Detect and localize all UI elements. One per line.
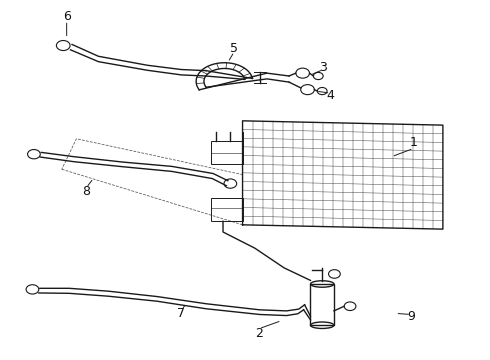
Bar xyxy=(211,140,243,164)
Text: 2: 2 xyxy=(255,327,263,340)
Bar xyxy=(311,284,334,325)
Bar xyxy=(211,198,243,221)
Text: 3: 3 xyxy=(319,60,327,73)
Text: 7: 7 xyxy=(177,307,186,320)
Text: 6: 6 xyxy=(63,10,71,23)
Text: 5: 5 xyxy=(230,41,238,54)
Text: 4: 4 xyxy=(326,89,335,102)
Text: 9: 9 xyxy=(407,310,415,324)
Text: 1: 1 xyxy=(410,136,417,149)
Text: 8: 8 xyxy=(82,185,90,198)
